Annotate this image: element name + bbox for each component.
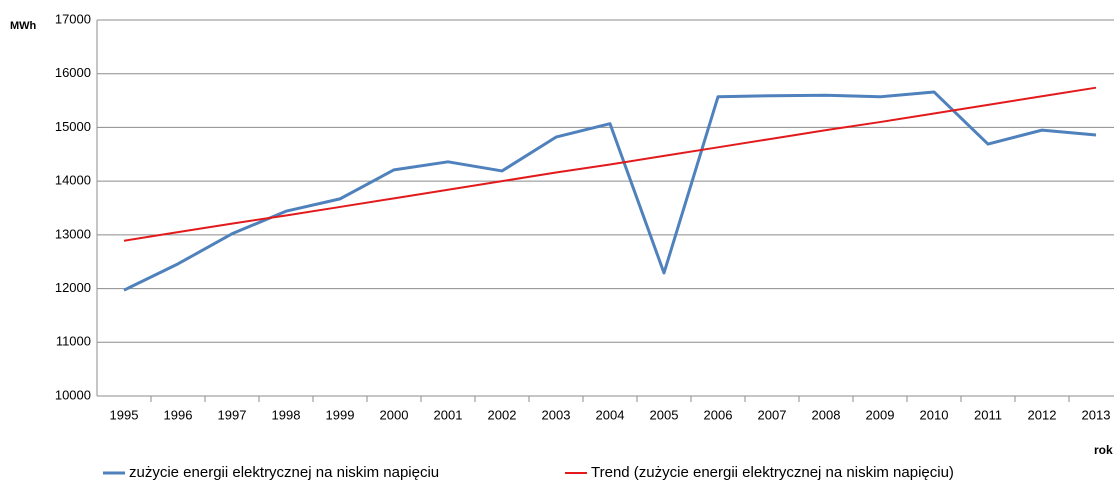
y-tick-label: 13000 [55,226,91,241]
x-axis-label: rok [1094,443,1113,457]
x-tick-label: 2008 [812,407,841,422]
x-tick-label: 1997 [218,407,247,422]
x-tick-label: 1996 [164,407,193,422]
x-tick-label: 1998 [272,407,301,422]
x-tick-label: 2005 [650,407,679,422]
series-line [123,86,1097,242]
x-tick-label: 2006 [704,407,733,422]
x-tick-label: 2003 [542,407,571,422]
x-tick-label: 2001 [434,407,463,422]
x-tick-label: 2011 [974,407,1002,422]
x-tick-label: 2002 [488,407,517,422]
y-tick-label: 11000 [56,334,91,349]
x-tick-label: 2004 [596,407,625,422]
legend-label: Trend (zużycie energii elektrycznej na n… [591,464,954,481]
y-tick-label: 17000 [55,11,91,26]
x-tick-label: 2010 [920,407,949,422]
y-tick-label: 15000 [55,119,91,134]
x-tick-label: 2000 [380,407,409,422]
y-tick-label: 16000 [55,65,91,80]
x-tick-label: 2013 [1082,407,1111,422]
x-tick-label: 2012 [1028,407,1057,422]
x-tick-label: 1995 [110,407,139,422]
y-axis-label: MWh [10,20,37,32]
x-tick-label: 1999 [326,407,355,422]
y-tick-label: 12000 [55,280,91,295]
x-tick-label: 2007 [758,407,787,422]
y-tick-label: 10000 [55,387,91,402]
y-tick-label: 14000 [55,173,91,188]
x-tick-label: 2009 [866,407,895,422]
series-line [123,90,1097,292]
legend-label: zużycie energii elektrycznej na niskim n… [129,464,439,481]
